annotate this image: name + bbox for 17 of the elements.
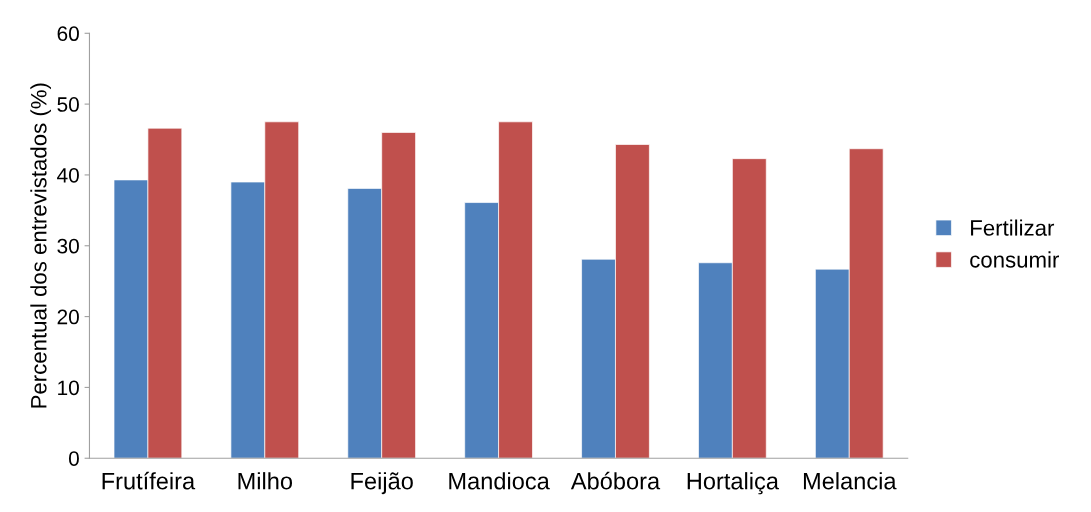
y-axis-title: Percentual dos entrevistados (%)	[30, 83, 51, 408]
y-tick-label: 0	[68, 451, 79, 466]
x-tick-label: Abóbora	[570, 471, 661, 490]
x-tick-label: Milho	[238, 472, 293, 490]
y-tick-label: 10	[58, 380, 79, 396]
y-tick-label: 40	[57, 167, 79, 183]
y-tick-label: 50	[57, 97, 79, 112]
x-tick-label: Hortaliça	[687, 472, 779, 495]
y-tick-label: 30	[57, 238, 79, 254]
x-tick-label: Frutífeira	[102, 471, 196, 490]
y-tick-label: 20	[57, 309, 79, 325]
x-tick-label: Mandioca	[449, 472, 550, 490]
y-tick-label: 60	[57, 26, 79, 42]
legend-label: Fertilizar	[971, 219, 1055, 236]
x-tick-label: Feijão	[351, 472, 413, 495]
legend-label: consumir	[970, 251, 1060, 268]
x-tick-label: Melancia	[803, 472, 897, 490]
